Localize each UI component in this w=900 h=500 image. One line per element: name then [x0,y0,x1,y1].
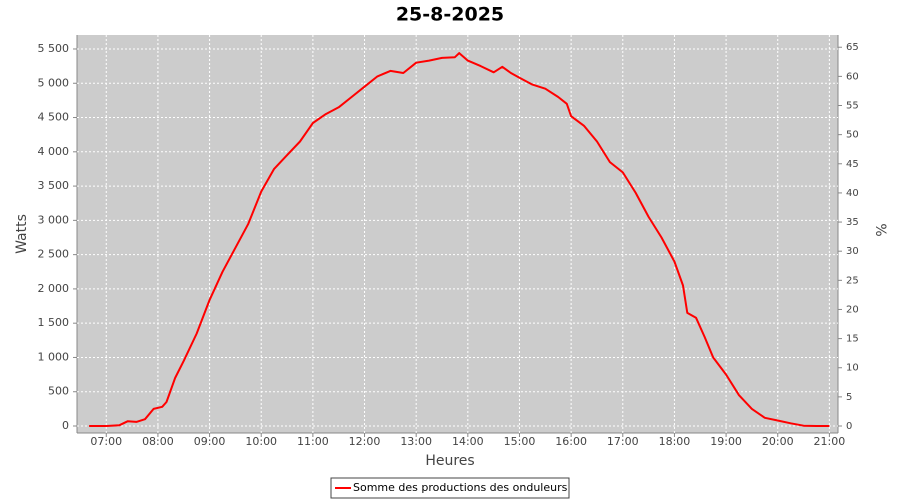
y-tick-label: 5 500 [38,42,70,55]
x-tick-label: 11:00 [297,435,329,448]
chart-title: 25-8-2025 [396,4,504,26]
x-tick-label: 09:00 [194,435,226,448]
y2-tick-label: 35 [846,217,859,228]
y2-tick-label: 0 [846,421,852,432]
y-tick-label: 2 500 [38,248,70,261]
legend-label: Somme des productions des onduleurs [353,481,568,494]
y2-tick-label: 15 [846,334,859,345]
data-line [89,52,830,427]
x-tick-label: 12:00 [349,435,381,448]
y2-axis-label: % [872,223,888,236]
y-tick-label: 4 000 [38,145,70,158]
plot-area [77,35,838,433]
y2-tick-label: 30 [846,246,859,257]
legend-box [330,477,570,499]
y-tick-label: 1 500 [38,316,70,329]
x-tick-label: 19:00 [710,435,742,448]
x-tick-label: 15:00 [504,435,536,448]
y-tick-label: 1 000 [38,350,70,363]
x-tick-label: 18:00 [659,435,691,448]
y-axis-label: Watts [14,214,30,254]
x-tick-label: 20:00 [762,435,794,448]
y2-tick-label: 20 [846,304,859,315]
y-tick-label: 500 [48,385,69,398]
y2-tick-label: 5 [846,392,852,403]
x-tick-label: 14:00 [452,435,484,448]
y2-tick-label: 50 [846,130,859,141]
y-tick-label: 3 000 [38,213,70,226]
y-tick-label: 2 000 [38,282,70,295]
x-tick-label: 17:00 [607,435,639,448]
y2-tick-label: 65 [846,42,859,53]
x-axis-label: Heures [425,453,474,469]
y2-tick-label: 10 [846,363,859,374]
x-tick-label: 07:00 [90,435,122,448]
x-tick-label: 13:00 [400,435,432,448]
y2-tick-label: 45 [846,159,859,170]
y2-tick-label: 55 [846,101,859,112]
y-tick-label: 4 500 [38,111,70,124]
y2-tick-label: 25 [846,275,859,286]
x-tick-label: 21:00 [814,435,846,448]
x-tick-label: 08:00 [142,435,174,448]
y-tick-label: 0 [62,419,69,432]
y-tick-label: 5 000 [38,76,70,89]
x-tick-label: 16:00 [555,435,587,448]
x-tick-label: 10:00 [245,435,277,448]
y2-tick-label: 40 [846,188,859,199]
y2-tick-label: 60 [846,71,859,82]
y-tick-label: 3 500 [38,179,70,192]
